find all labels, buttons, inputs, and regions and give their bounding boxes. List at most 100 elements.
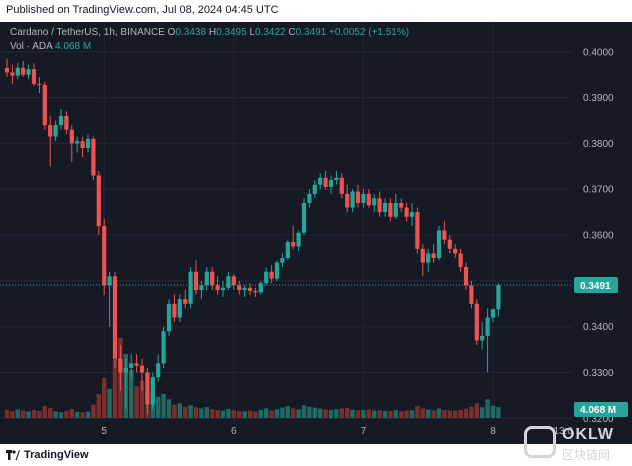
volume-bar: [388, 410, 393, 418]
volume-bar: [485, 399, 490, 418]
candle-body: [134, 363, 139, 366]
candle-body: [96, 175, 101, 226]
x-tick-label: 8: [490, 426, 496, 437]
candle-body: [199, 285, 204, 291]
y-tick-label: 0.3900: [583, 93, 614, 104]
volume-bar: [447, 410, 452, 418]
close-label: C: [288, 27, 296, 38]
volume-bar: [345, 407, 350, 418]
volume-legend: Vol · ADA 4.068 M: [10, 41, 91, 52]
close-value: 0.3491: [295, 27, 327, 38]
volume-bar: [107, 388, 112, 418]
open-value: 0.3438: [175, 27, 207, 38]
tradingview-logo-icon: [6, 450, 20, 460]
candle-body: [366, 193, 371, 206]
volume-bar: [442, 410, 447, 418]
volume-bar: [339, 408, 344, 418]
candle-body: [231, 276, 236, 286]
volume-bar: [350, 409, 355, 418]
volume-bar: [285, 406, 290, 418]
candle-body: [91, 138, 96, 176]
candle-body: [420, 248, 425, 263]
candle-body: [161, 331, 166, 364]
y-tick-label: 0.3400: [583, 322, 614, 333]
candle-body: [21, 67, 26, 75]
tradingview-brand: TradingView: [24, 449, 89, 461]
candle-body: [377, 198, 382, 213]
candle-body: [123, 367, 128, 373]
candle-body: [453, 248, 458, 254]
volume-bar: [112, 359, 118, 418]
volume-bar: [102, 378, 107, 418]
volume-bar: [64, 411, 69, 418]
volume-bar: [296, 409, 301, 418]
last-volume-tag-text: 4.068 M: [580, 405, 616, 416]
candle-body: [436, 230, 442, 258]
x-tick-label: 7: [361, 426, 367, 437]
ohlc-legend: Cardano / TetherUS, 1h, BINANCE O0.3438 …: [10, 27, 409, 38]
x-tick-label: 13:0: [553, 426, 573, 437]
open-label: O: [167, 27, 176, 38]
candle-body: [118, 358, 123, 373]
candle-body: [307, 193, 312, 203]
y-tick-label: 0.3800: [583, 139, 614, 150]
candle-body: [80, 141, 85, 149]
candle-body: [399, 202, 404, 208]
candle-body: [280, 257, 285, 263]
volume-bar: [377, 410, 382, 418]
candle-body: [264, 271, 269, 284]
candle-body: [193, 271, 199, 291]
volume-bar: [426, 409, 431, 418]
volume-bar: [404, 410, 409, 418]
low-value: 0.3422: [255, 27, 286, 38]
candle-body: [48, 125, 53, 137]
candle-body: [474, 303, 479, 341]
watermark-text: OKLW: [562, 426, 614, 443]
candle-body: [226, 276, 231, 288]
volume-bar: [75, 411, 80, 418]
volume-bar: [312, 407, 317, 418]
candle-body: [112, 276, 118, 359]
candle-body: [274, 262, 280, 279]
volume-bar: [85, 411, 91, 418]
volume-bar: [253, 411, 258, 418]
candle-body: [469, 285, 474, 304]
volume-bar: [48, 407, 53, 418]
volume-bar: [237, 411, 242, 418]
volume-value: 4.068 M: [55, 41, 92, 52]
candle-body: [388, 202, 393, 217]
candle-body: [463, 267, 469, 286]
candle-body: [64, 115, 69, 130]
candle-body: [31, 69, 37, 84]
chart-area[interactable]: 0.40000.39000.38000.37000.36000.35000.34…: [0, 22, 632, 444]
candle-body: [415, 212, 420, 249]
watermark-logo: OKLW 区块链网: [524, 426, 628, 464]
volume-bar: [469, 406, 474, 418]
volume-bar: [10, 411, 15, 418]
candle-body: [328, 180, 334, 187]
candle-body: [318, 177, 323, 185]
volume-bar: [177, 403, 182, 418]
candle-body: [188, 271, 193, 304]
candlestick-chart[interactable]: 0.40000.39000.38000.37000.36000.35000.34…: [0, 22, 632, 444]
volume-bar: [193, 407, 199, 418]
volume-bar: [199, 408, 204, 418]
volume-bar: [139, 380, 145, 418]
candle-body: [296, 232, 301, 247]
candle-body: [237, 285, 242, 291]
candle-body: [156, 363, 161, 378]
volume-bar: [258, 410, 263, 418]
volume-bar: [328, 410, 334, 418]
volume-bar: [156, 396, 161, 418]
candle-body: [4, 67, 10, 73]
volume-bar: [382, 411, 388, 418]
volume-bar: [96, 394, 101, 418]
candle-body: [496, 285, 501, 310]
volume-bar: [183, 406, 188, 418]
volume-bar: [307, 406, 312, 418]
candle-body: [37, 83, 42, 85]
candle-body: [291, 241, 296, 247]
x-tick-label: 6: [231, 426, 237, 437]
candle-body: [145, 372, 150, 405]
candle-body: [301, 202, 307, 233]
